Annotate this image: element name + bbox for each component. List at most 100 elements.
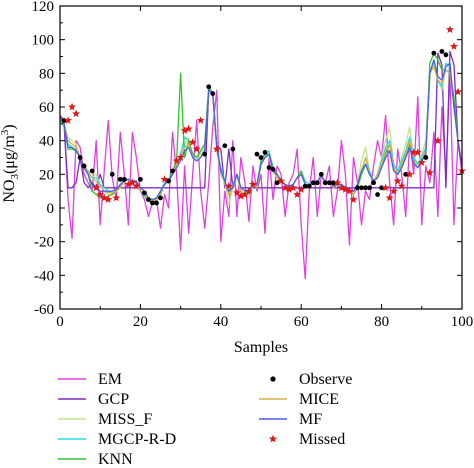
x-tick-label: 60 [294,314,309,330]
legend-label: MGCP-R-D [98,431,176,448]
observe-point [109,171,115,177]
missed-point [453,87,462,96]
missed-point [381,183,390,192]
y-tick-label: 100 [32,33,55,49]
missed-point [349,195,358,203]
missed-point [172,156,181,165]
x-tick-label: 40 [213,314,228,330]
observe-point [274,180,280,186]
observe-point [158,195,163,201]
y-label-units: (μg/m [1,135,18,174]
legend-item-knn: KNN [58,451,133,468]
missed-point [100,193,109,202]
missed-point [397,181,406,190]
observe-point [262,150,268,155]
missed-point [64,116,73,124]
missed-point [212,144,221,153]
observe-point [230,146,236,152]
legend: EM GCP MISS_F MGCP-R-D KNN Observe MICE MF Misse… [58,371,352,468]
observe-point [367,185,372,191]
legend-label: EM [98,371,122,388]
series-layer [60,50,462,280]
missed-point [68,102,77,111]
y-tick-label: 20 [39,167,54,183]
missed-point [281,183,290,192]
observe-point [439,49,445,54]
missed-point [244,186,253,195]
observe-point [314,180,320,186]
missed-point [449,42,458,50]
series-line-gcp [60,50,462,189]
observe-point [206,84,212,90]
y-tick-label: 60 [39,100,54,116]
missed-point [124,180,133,188]
observe-point [266,165,272,171]
missed-point [128,178,137,187]
missed-point [389,186,398,195]
observe-point [146,197,151,202]
observe-point [89,168,95,174]
missed-point [345,186,354,195]
observe-point [270,166,276,172]
observe-point [254,151,260,157]
missed-point [236,192,245,200]
missed-point [341,185,350,193]
missed-point [224,181,233,190]
missed-point [393,176,402,185]
observe-point [375,192,380,197]
observe-point [150,200,155,206]
missed-point [413,148,422,156]
y-label-sub: 3 [9,174,21,180]
legend-item-mf: MF [259,411,322,428]
y-label-sup: 3 [0,129,11,135]
missed-point [112,193,121,202]
x-axis-label: Samples [234,339,288,356]
legend-item-mice: MICE [259,391,339,408]
observe-point [306,183,312,189]
marker-layer [61,25,466,206]
missed-point [417,158,426,166]
missed-point [433,136,442,145]
missed-point [297,185,306,193]
missed-point [92,183,101,192]
observe-point [258,155,264,160]
legend-label: MF [299,411,322,428]
missed-point [405,170,414,178]
observe-point [363,185,368,191]
missed-point [72,109,81,118]
observe-point [326,180,332,186]
missed-point [289,183,298,192]
observe-point [142,190,147,196]
missed-point [180,126,189,134]
missed-point [196,116,205,124]
missed-point [232,188,241,197]
y-tick-label: -20 [34,235,54,251]
observe-point [117,176,123,182]
missed-point [409,148,418,156]
y-tick-label: -60 [34,302,54,318]
missed-point [176,153,185,161]
y-label-main: NO [1,180,18,203]
legend-label: GCP [98,391,129,408]
legend-item-observe: Observe [270,371,352,388]
legend-label: KNN [98,451,133,468]
observe-point [210,91,216,96]
observe-point [355,185,360,191]
observe-point [138,176,143,182]
missed-point [337,183,346,192]
x-tick-label: 80 [374,314,389,330]
legend-label: Missed [299,431,345,448]
missed-point [188,138,197,146]
observe-point [359,185,364,191]
missed-point [277,176,286,185]
observe-point [121,176,127,182]
observe-point [166,178,171,184]
observe-point [423,155,429,160]
y-axis-label: NO3(μg/m3) [0,124,21,202]
tick-layer: 0 20 40 60 80 100 -60 -40 -20 0 20 40 60 80 100 120 [32,0,474,330]
missed-point [285,185,294,193]
observe-point [154,200,159,206]
legend-swatch [270,376,276,382]
observe-point [302,183,308,189]
observe-point [202,151,208,157]
